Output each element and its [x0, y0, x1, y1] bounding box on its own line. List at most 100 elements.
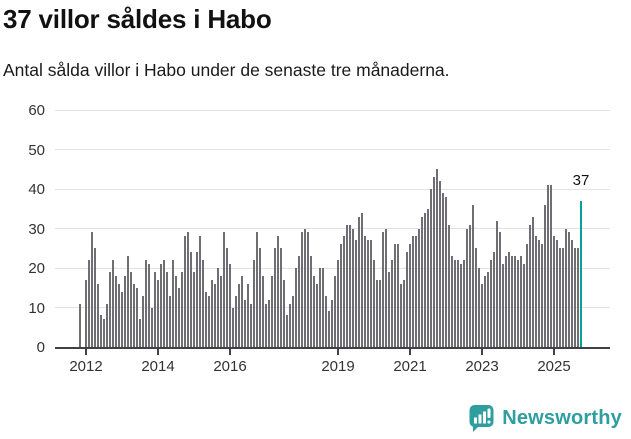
bar: [559, 248, 561, 347]
x-axis-tick: [157, 349, 159, 355]
bar: [109, 271, 111, 347]
y-axis-tick-label: 50: [28, 141, 45, 159]
bar: [427, 208, 429, 347]
bar: [319, 268, 321, 347]
bar: [568, 232, 570, 347]
bar-chart-speech-bubble-icon: [469, 405, 494, 432]
bar: [403, 279, 405, 347]
bar: [136, 287, 138, 347]
bar: [133, 283, 135, 347]
x-axis-tick-label: 2012: [69, 358, 103, 375]
bar: [85, 279, 87, 347]
bar: [232, 307, 234, 347]
bar: [262, 275, 264, 347]
bar: [259, 248, 261, 347]
bar: [328, 311, 330, 347]
x-axis-tick: [229, 349, 231, 355]
bar: [172, 260, 174, 347]
bar: [157, 279, 159, 347]
bar: [193, 271, 195, 347]
bar: [379, 279, 381, 347]
bar: [301, 232, 303, 347]
bar: [493, 252, 495, 347]
bar: [151, 307, 153, 347]
bar: [343, 236, 345, 347]
page-subtitle: Antal sålda villor i Habo under de senas…: [3, 60, 450, 80]
bar: [307, 232, 309, 347]
bar: [532, 216, 534, 347]
bar: [241, 275, 243, 347]
grid-line: [55, 188, 610, 190]
bar: [316, 283, 318, 347]
bar: [325, 295, 327, 347]
bar: [337, 260, 339, 347]
bar: [514, 256, 516, 347]
bar: [451, 256, 453, 347]
bar-value-label: 37: [572, 171, 590, 189]
bar: [517, 260, 519, 347]
bar: [520, 256, 522, 347]
bar: [571, 240, 573, 347]
bar: [508, 252, 510, 347]
bar: [364, 236, 366, 347]
bar: [124, 275, 126, 347]
bar: [376, 279, 378, 347]
bar: [460, 264, 462, 347]
bar: [268, 299, 270, 347]
bar: [433, 177, 435, 347]
bar: [247, 283, 249, 347]
bar: [163, 260, 165, 347]
bar: [553, 236, 555, 347]
bar: [547, 185, 549, 347]
bar: [577, 248, 579, 347]
bar: [286, 315, 288, 347]
bar: [79, 303, 81, 347]
x-axis-tick-label: 2023: [465, 358, 499, 375]
bar: [208, 295, 210, 347]
bar: [271, 275, 273, 347]
x-axis-tick-label: 2014: [141, 358, 175, 375]
grid-line: [55, 267, 610, 269]
bar: [550, 185, 552, 347]
bar: [115, 275, 117, 347]
bar: [139, 319, 141, 347]
bar: [538, 240, 540, 347]
bar: [445, 196, 447, 347]
bar: [355, 240, 357, 347]
bar: [382, 232, 384, 347]
y-axis-tick-label: 20: [28, 260, 45, 277]
bar: [412, 236, 414, 347]
bar: [352, 228, 354, 347]
x-axis-tick-label: 2019: [321, 358, 355, 375]
bar: [439, 181, 441, 347]
bar: [160, 264, 162, 347]
bar: [502, 264, 504, 347]
bar: [490, 260, 492, 347]
newsworthy-logo: Newsworthy: [468, 404, 622, 432]
x-axis-tick-label: 2016: [213, 358, 247, 375]
bar: [481, 283, 483, 347]
grid-line: [55, 109, 610, 111]
bar: [190, 252, 192, 347]
x-axis-tick: [337, 349, 339, 355]
bar: [154, 271, 156, 347]
bar: [250, 303, 252, 347]
bar: [541, 244, 543, 347]
bar: [442, 192, 444, 347]
bar: [418, 228, 420, 347]
bar: [361, 212, 363, 347]
bar: [472, 204, 474, 347]
bar: [265, 303, 267, 347]
bar: [565, 228, 567, 347]
bar: [448, 224, 450, 347]
bar: [97, 283, 99, 347]
bar: [310, 256, 312, 347]
bar: [220, 275, 222, 347]
bar: [466, 228, 468, 347]
bar: [283, 279, 285, 347]
bar: [238, 283, 240, 347]
brand-name: Newsworthy: [502, 406, 622, 429]
bar: [487, 271, 489, 347]
bar: [148, 264, 150, 347]
bar: [112, 260, 114, 347]
